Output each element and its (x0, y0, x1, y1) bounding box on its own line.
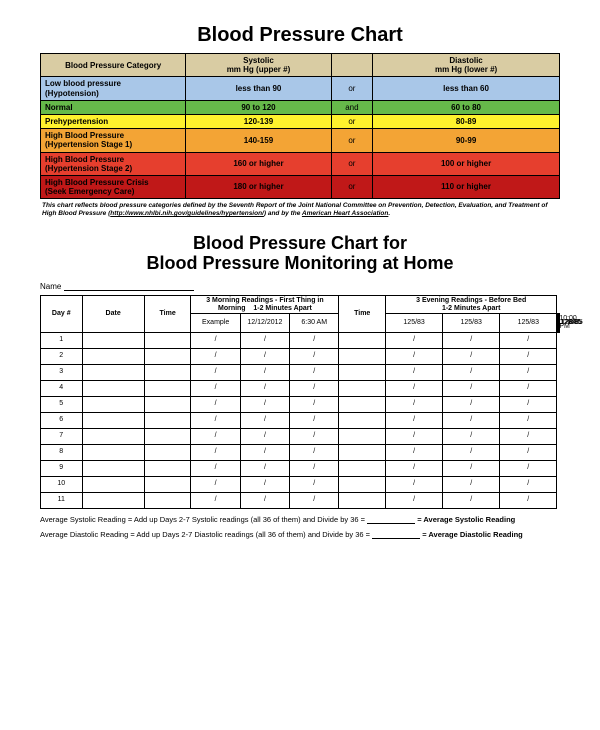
log-row: 9////// (41, 460, 560, 476)
log-row: 4////// (41, 380, 560, 396)
log-row: 7////// (41, 428, 560, 444)
th-time2: Time (339, 295, 386, 332)
category-row: Prehypertension120-139or80-89 (41, 114, 560, 128)
name-label: Name (40, 282, 61, 291)
th-diastolic: Diastolicmm Hg (lower #) (373, 54, 560, 77)
th-time: Time (144, 295, 191, 332)
chart-title: Blood Pressure Chart (40, 24, 560, 47)
category-row: Low blood pressure(Hypotension)less than… (41, 77, 560, 100)
avg-systolic-line: Average Systolic Reading = Add up Days 2… (40, 515, 560, 524)
category-row: High Blood Pressure Crisis(Seek Emergenc… (41, 175, 560, 198)
avg-systolic-input[interactable] (367, 523, 415, 524)
category-row: High Blood Pressure(Hypertension Stage 2… (41, 152, 560, 175)
log-table: Day # Date Time 3 Morning Readings - Fir… (40, 295, 560, 509)
avg-diastolic-input[interactable] (372, 538, 420, 539)
log-row: 10////// (41, 476, 560, 492)
log-title: Blood Pressure Chart forBlood Pressure M… (40, 233, 560, 274)
log-row: 5////// (41, 396, 560, 412)
name-field-line: Name (40, 282, 560, 291)
chart-footnote: This chart reflects blood pressure categ… (42, 202, 558, 218)
log-row: 2////// (41, 348, 560, 364)
category-row: Normal90 to 120and60 to 80 (41, 100, 560, 114)
th-systolic: Systolicmm Hg (upper #) (186, 54, 331, 77)
category-table: Blood Pressure Category Systolicmm Hg (u… (40, 53, 560, 199)
log-row: 8////// (41, 444, 560, 460)
th-category: Blood Pressure Category (41, 54, 186, 77)
avg-diastolic-line: Average Diastolic Reading = Add up Days … (40, 530, 560, 539)
category-row: High Blood Pressure(Hypertension Stage 1… (41, 129, 560, 152)
th-morning: 3 Morning Readings - First Thing in Morn… (191, 295, 339, 313)
th-day: Day # (41, 295, 83, 332)
th-evening: 3 Evening Readings - Before Bed1-2 Minut… (386, 295, 557, 313)
log-row: 3////// (41, 364, 560, 380)
th-spacer (331, 54, 373, 77)
name-input-line[interactable] (64, 290, 194, 291)
th-date: Date (82, 295, 144, 332)
log-row: 11////// (41, 492, 560, 508)
log-row: 1////// (41, 332, 560, 348)
log-row: 6////// (41, 412, 560, 428)
